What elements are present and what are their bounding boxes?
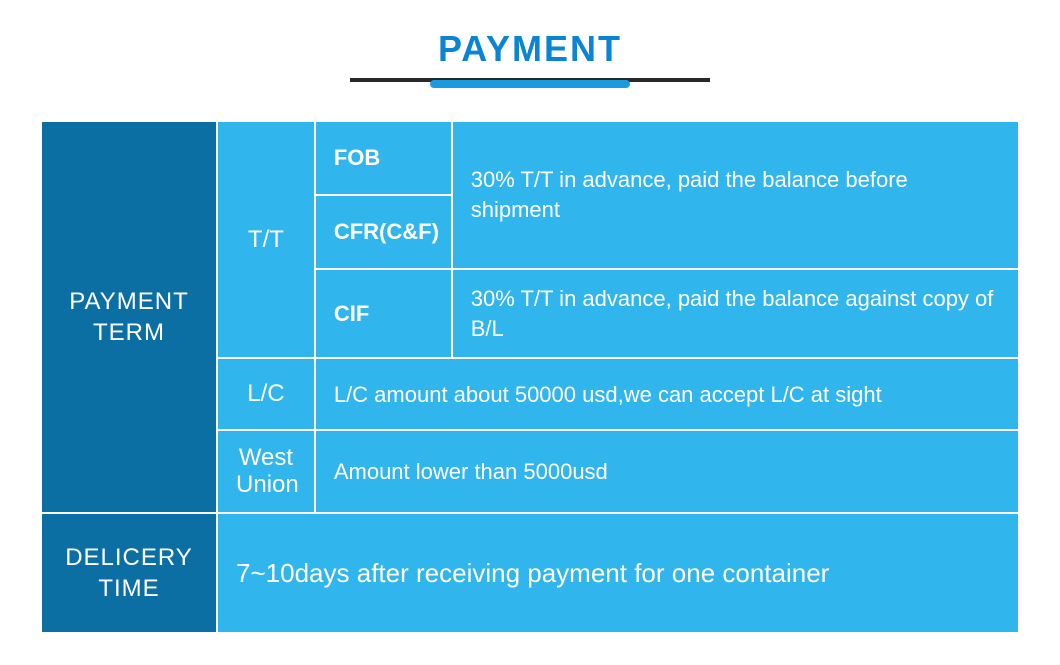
term-cif: CIF (315, 269, 452, 358)
table-row: DELICERYTIME 7~10days after receiving pa… (41, 513, 1019, 633)
section-title: PAYMENT (0, 28, 1060, 70)
payment-table-wrap: PAYMENTTERM T/T FOB 30% T/T in advance, … (40, 120, 1020, 634)
term-cfr: CFR(C&F) (315, 195, 452, 269)
table-row: PAYMENTTERM T/T FOB 30% T/T in advance, … (41, 121, 1019, 195)
title-underline (350, 78, 710, 90)
desc-lc: L/C amount about 50000 usd,we can accept… (315, 358, 1019, 430)
payment-term-label: PAYMENTTERM (69, 288, 188, 346)
desc-cif: 30% T/T in advance, paid the balance aga… (452, 269, 1019, 358)
term-fob: FOB (315, 121, 452, 195)
desc-delivery: 7~10days after receiving payment for one… (217, 513, 1019, 633)
underline-blue (430, 80, 630, 88)
method-lc: L/C (217, 358, 315, 430)
section-header: PAYMENT (0, 0, 1060, 100)
delivery-time-header: DELICERYTIME (41, 513, 217, 633)
desc-fob-cfr: 30% T/T in advance, paid the balance bef… (452, 121, 1019, 269)
delivery-time-label: DELICERYTIME (65, 544, 193, 602)
payment-table: PAYMENTTERM T/T FOB 30% T/T in advance, … (40, 120, 1020, 634)
payment-term-header: PAYMENTTERM (41, 121, 217, 513)
method-tt: T/T (217, 121, 315, 358)
method-wu: West Union (217, 430, 315, 513)
desc-wu: Amount lower than 5000usd (315, 430, 1019, 513)
